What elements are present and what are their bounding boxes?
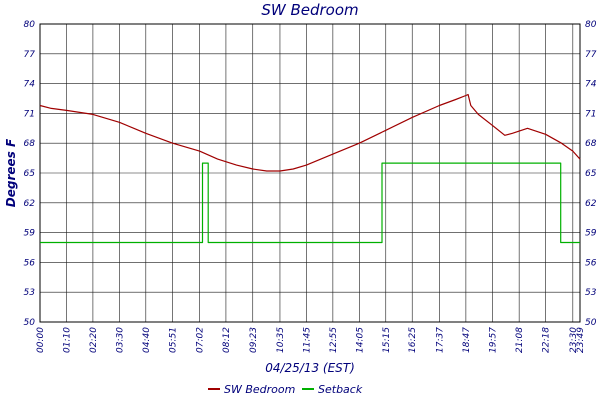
x-tick-label: 00:00 xyxy=(36,327,46,353)
x-tick-label: 04:40 xyxy=(142,327,152,353)
x-tick-label: 23:30 xyxy=(569,327,579,353)
x-tick-label: 09:23 xyxy=(249,327,259,353)
series-lines xyxy=(39,93,581,244)
y-tick-label-right: 59 xyxy=(585,229,597,239)
y-tick-label-right: 62 xyxy=(585,199,597,209)
y-tick-label: 50 xyxy=(24,318,36,328)
x-tick-label: 01:10 xyxy=(62,327,72,353)
y-tick-label: 65 xyxy=(24,169,36,179)
legend: SW Bedroom Setback xyxy=(208,383,363,396)
y-tick-label-right: 77 xyxy=(585,50,597,60)
y-tick-label-right: 80 xyxy=(585,20,597,30)
y-tick-label: 77 xyxy=(24,50,36,60)
x-axis: 00:00 01:10 02:20 03:30 04:40 05:51 07:02 08:12… xyxy=(36,327,586,353)
x-axis-label: 04/25/13 (EST) xyxy=(265,361,355,375)
legend-entry: Setback xyxy=(318,383,363,396)
y-tick-label-right: 68 xyxy=(585,139,597,149)
x-tick-label: 19:57 xyxy=(488,327,498,353)
x-tick-label: 14:05 xyxy=(355,327,365,353)
y-tick-label: 59 xyxy=(24,229,36,239)
x-tick-label: 11:45 xyxy=(302,327,312,353)
x-tick-label: 10:35 xyxy=(276,327,286,353)
x-tick-label: 12:55 xyxy=(329,327,339,353)
x-tick-label: 16:25 xyxy=(408,327,418,353)
plot-frame xyxy=(39,23,581,323)
y-tick-label: 74 xyxy=(24,80,36,90)
y-tick-label-right: 74 xyxy=(585,80,597,90)
x-tick-label: 05:51 xyxy=(169,327,179,353)
y-tick-label-right: 50 xyxy=(585,318,597,328)
y-tick-label: 53 xyxy=(24,288,36,298)
x-tick-label: 21:08 xyxy=(515,327,525,353)
grid xyxy=(40,24,580,322)
x-tick-label: 07:02 xyxy=(195,327,205,353)
y-tick-label: 71 xyxy=(24,109,35,119)
y-tick-label-right: 56 xyxy=(585,258,597,268)
y-tick-label-right: 71 xyxy=(585,109,596,119)
x-tick-label: 18:47 xyxy=(462,327,472,353)
y-axis-label: Degrees F xyxy=(4,138,18,207)
y-axis-left: 50 53 56 59 62 65 68 71 74 77 80 xyxy=(24,20,36,328)
y-tick-label-right: 65 xyxy=(585,169,597,179)
y-tick-label: 68 xyxy=(24,139,36,149)
x-tick-label: 08:12 xyxy=(222,327,232,353)
series-line-setback xyxy=(40,162,580,244)
x-tick-label: 22:18 xyxy=(542,327,552,353)
legend-entry: SW Bedroom xyxy=(224,383,295,396)
x-tick-label: 23:49 xyxy=(576,327,586,353)
y-axis-right: 50 53 56 59 62 65 68 71 74 77 80 xyxy=(585,20,597,328)
series-line-sw-bedroom xyxy=(39,93,581,172)
chart-title: SW Bedroom xyxy=(261,1,358,19)
x-tick-label: 17:37 xyxy=(435,327,445,353)
x-tick-label: 02:20 xyxy=(89,327,99,353)
y-tick-label: 80 xyxy=(24,20,36,30)
y-tick-label-right: 53 xyxy=(585,288,597,298)
y-tick-label: 62 xyxy=(24,199,36,209)
x-tick-label: 03:30 xyxy=(115,327,125,353)
y-tick-label: 56 xyxy=(24,258,36,268)
x-tick-label: 15:15 xyxy=(382,327,392,353)
